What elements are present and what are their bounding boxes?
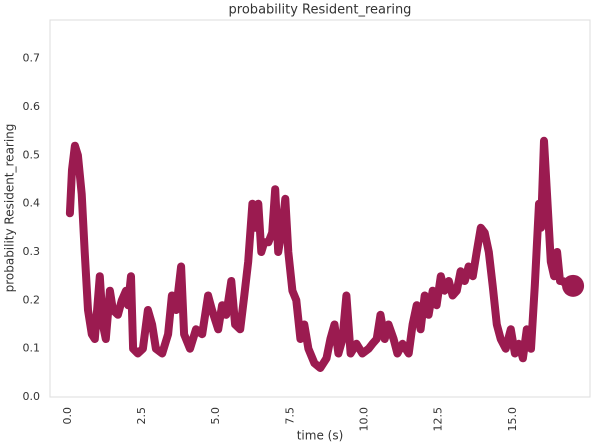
x-tick-label: 5.0: [209, 407, 222, 425]
y-tick-label: 0.0: [23, 390, 41, 403]
y-tick-label: 0.3: [23, 245, 41, 258]
y-tick-label: 0.5: [23, 148, 41, 161]
y-axis-label: probability Resident_rearing: [3, 124, 17, 293]
x-tick-label: 12.5: [432, 407, 445, 432]
x-tick-label: 0.0: [61, 407, 74, 425]
y-tick-label: 0.4: [23, 197, 41, 210]
x-tick-label: 2.5: [135, 407, 148, 425]
y-tick-label: 0.7: [23, 52, 41, 65]
end-marker: [562, 274, 585, 297]
line: [65, 136, 578, 372]
x-axis-label: time (s): [297, 429, 344, 443]
x-tick-label: 7.5: [283, 407, 296, 425]
x-tick-label: 10.0: [358, 407, 371, 432]
y-tick-label: 0.2: [23, 293, 41, 306]
y-tick-label: 0.6: [23, 100, 41, 113]
y-tick-label: 0.1: [23, 342, 41, 355]
x-tick-label: 15.0: [506, 407, 519, 432]
chart-title: probability Resident_rearing: [229, 3, 412, 18]
